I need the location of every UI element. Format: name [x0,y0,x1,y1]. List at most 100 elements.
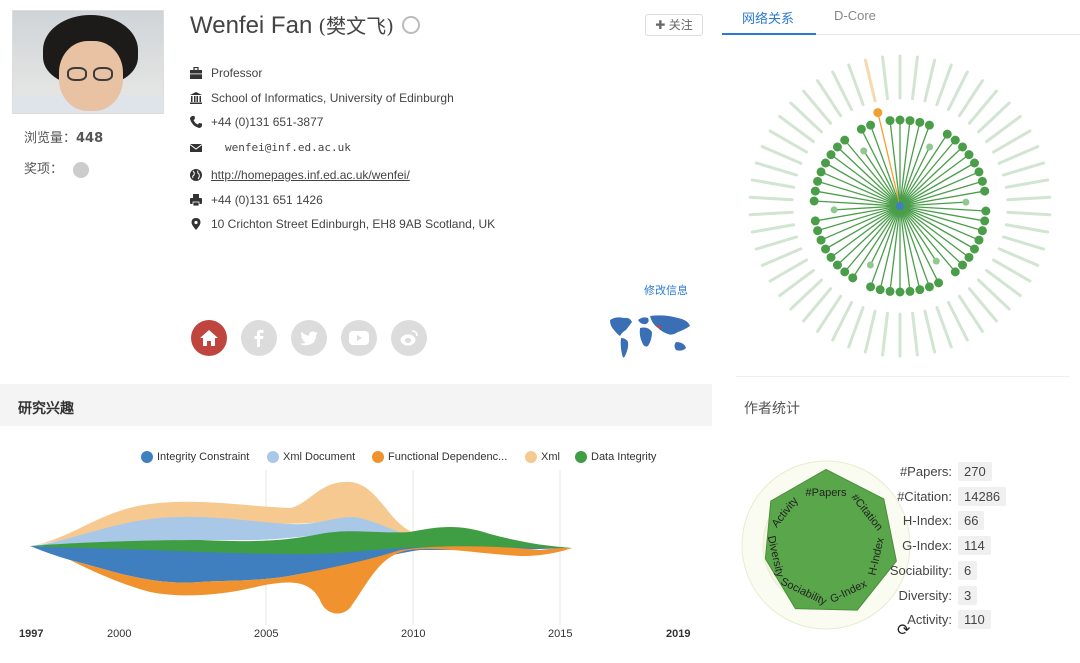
refresh-icon[interactable]: ⟳ [897,622,911,639]
network-edge [899,139,956,207]
network-edge [899,146,931,207]
coauthor-label [863,58,877,103]
network-edge [899,120,911,207]
stat-papers: #Papers: 270 [900,462,1070,484]
coauthor-node [840,135,850,145]
network-edge [899,201,966,207]
fax-icon [190,194,202,206]
year-label-2019: 2019 [666,628,691,640]
tab-d-core[interactable]: D-Core [834,8,876,23]
coauthor-label [881,311,889,357]
coauthor-label [992,129,1032,154]
coauthor-node [964,150,974,160]
world-map-icon[interactable] [608,312,692,362]
network-edge [899,171,980,207]
homepage-button[interactable] [191,320,227,356]
coauthor-node [885,116,895,126]
coauthor-node [895,115,905,125]
coauthor-node [934,278,944,288]
coauthor-label [967,287,998,323]
coauthor-label [1004,223,1050,234]
coauthor-node [964,252,974,262]
award-icon[interactable] [73,161,90,178]
network-edge [899,205,985,222]
coauthor-node [840,267,850,277]
fax-row: +44 (0)131 651 1426 [190,193,323,207]
coauthor-node [980,186,990,196]
year-label-2010: 2010 [401,628,426,640]
coauthor-label [802,287,833,323]
network-edge [869,205,901,288]
year-label-2005: 2005 [254,628,279,640]
coauthor-label [923,58,937,103]
position-text: Professor [211,66,263,80]
network-edge [836,205,901,266]
home-icon [200,330,218,346]
stat-citation: #Citation: 14286 [897,487,1070,509]
network-edge [899,122,921,207]
coauthor-node [830,206,838,214]
network-edge [899,205,964,266]
avatar [12,10,164,114]
coauthor-node [969,158,979,168]
network-edge [899,205,983,232]
network-edge [825,205,901,250]
coauthor-label [923,309,937,354]
network-edge [869,205,901,266]
coauthor-node [821,244,831,254]
email-text: wenfei@inf.ed.ac.uk [225,141,351,154]
network-edge [830,154,901,207]
coauthor-node [832,260,842,270]
coauthor-label [957,79,984,118]
network-edge [817,205,901,232]
fax-text: +44 (0)131 651 1426 [211,193,323,207]
legend-item-data-integrity[interactable]: Data Integrity [575,451,656,463]
phone-row: +44 (0)131 651-3877 [190,115,323,129]
address-text: 10 Crichton Street Edinburgh, EH8 9AB Sc… [211,217,496,231]
network-edge [899,205,931,288]
coauthor-label [748,195,794,202]
legend-item-integrity-constraint[interactable]: Integrity Constraint [141,451,249,463]
research-streamgraph [30,470,572,625]
network-edge [899,205,970,258]
coauthor-node [926,143,934,151]
stat-h-index: H-Index: 66 [903,511,1070,533]
coauthor-node [950,135,960,145]
facebook-button[interactable] [241,320,277,356]
stream-integrity-constraint [30,546,572,583]
coauthor-label [778,114,815,144]
coauthor-node [958,142,968,152]
tab-network[interactable]: 网络关系 [742,11,795,26]
legend-item-xml-document[interactable]: Xml Document [267,451,355,463]
coauthor-label [985,114,1022,144]
legend-item-xml[interactable]: Xml [525,451,560,463]
institution-icon [190,92,202,104]
radar-shape [764,468,897,611]
youtube-button[interactable] [341,320,377,356]
network-edge [860,128,901,207]
homepage-link[interactable]: http://homepages.inf.ed.ac.uk/wenfei/ [211,168,410,182]
legend-item-functional-dependency[interactable]: Functional Dependenc... [372,451,507,463]
stream-functional-dependency [70,546,572,614]
follow-button[interactable]: ✚ 关注 [645,14,703,36]
coauthor-label [760,145,803,165]
network-edge [899,205,956,273]
coauthor-network-graph[interactable] [736,40,1070,370]
coauthor-label [750,178,796,189]
weibo-button[interactable] [391,320,427,356]
network-edge [899,133,948,207]
coauthor-node [895,287,905,297]
coauthor-label [750,223,796,234]
coauthor-label [1001,161,1046,177]
coauthor-node [866,261,874,269]
coauthor-node [821,158,831,168]
network-edge [899,205,975,250]
twitter-button[interactable] [291,320,327,356]
network-edge [815,190,901,207]
email-row: wenfei@inf.ed.ac.uk [190,141,351,154]
phone-icon [190,116,202,128]
coauthor-node [809,196,819,206]
edit-info-link[interactable]: 修改信息 [644,285,688,297]
author-stats-radar: #Papers #CitationH-IndexG-IndexSociabilit… [741,460,911,630]
